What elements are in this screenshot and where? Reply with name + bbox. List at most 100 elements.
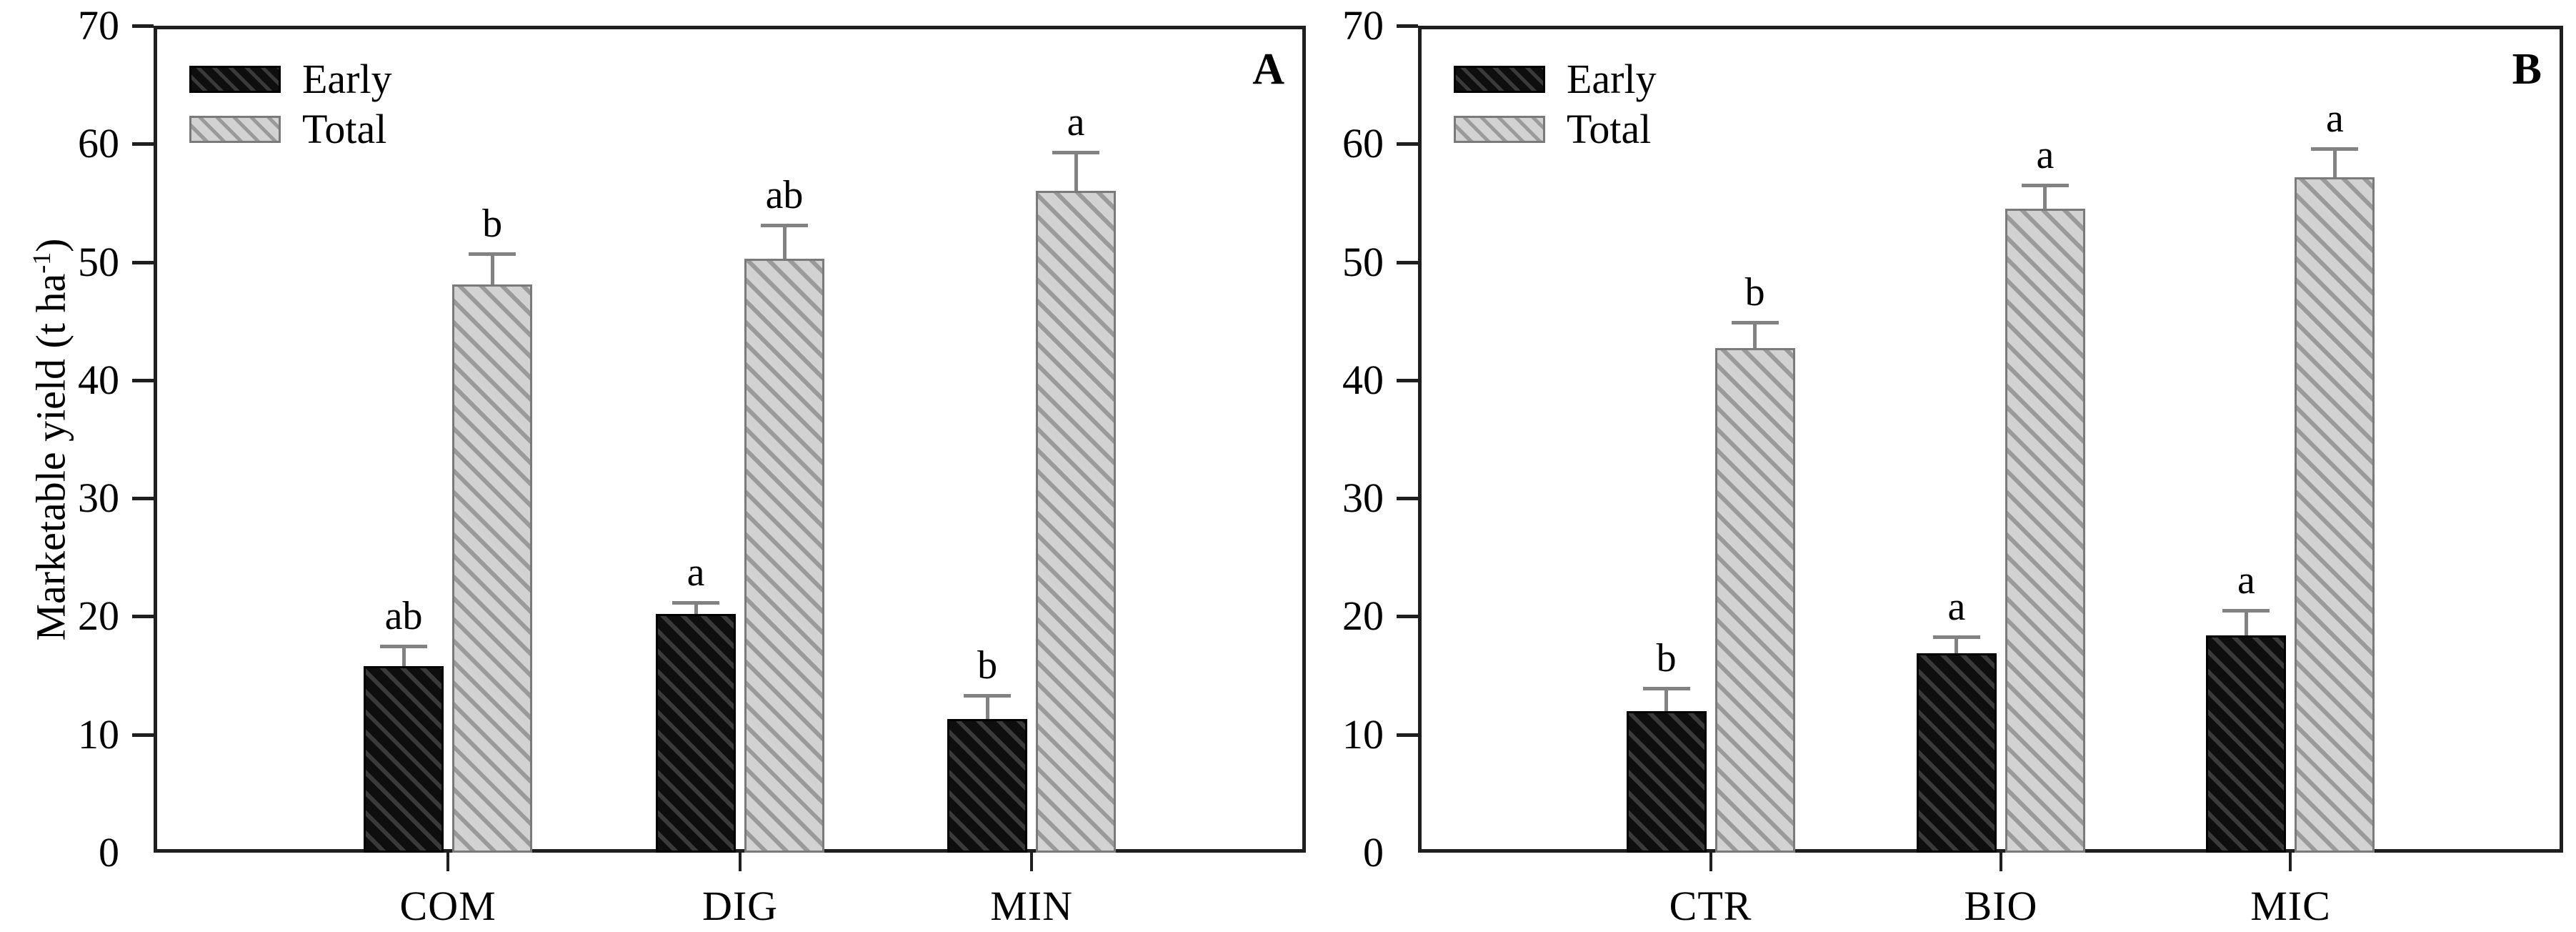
error-bar-cap-early-DIG bbox=[672, 600, 720, 605]
y-tick-20 bbox=[132, 615, 154, 619]
error-bar-stem-total-DIG bbox=[782, 225, 787, 259]
x-tick-BIO bbox=[1999, 853, 2002, 871]
y-tick-label-40: 40 bbox=[78, 356, 119, 403]
error-bar-stem-early-COM bbox=[401, 645, 406, 666]
y-tick-70 bbox=[1397, 24, 1418, 28]
error-bar-cap-early-BIO bbox=[1932, 635, 1980, 639]
y-tick-30 bbox=[1397, 497, 1418, 501]
error-bar-cap-total-CTR bbox=[1731, 320, 1779, 324]
error-bar-stem-early-CTR bbox=[1664, 688, 1669, 711]
sig-letter-early-DIG: a bbox=[687, 550, 705, 595]
error-bar-cap-early-CTR bbox=[1642, 687, 1690, 691]
y-axis-title-superscript: -1 bbox=[27, 252, 56, 274]
legend-swatch-early bbox=[189, 66, 281, 93]
y-tick-label-60: 60 bbox=[78, 120, 119, 167]
sig-letter-total-MIN: a bbox=[1067, 99, 1085, 144]
x-tick-CTR bbox=[1709, 853, 1712, 871]
x-label-BIO: BIO bbox=[1964, 883, 2038, 929]
error-bar-cap-total-MIC bbox=[2311, 147, 2359, 151]
y-tick-10 bbox=[132, 733, 154, 737]
sig-letter-total-CTR: b bbox=[1744, 269, 1765, 314]
bar-early-CTR bbox=[1626, 710, 1707, 853]
legend-label-early: Early bbox=[1567, 56, 1657, 102]
error-bar-stem-total-MIC bbox=[2332, 148, 2337, 177]
y-axis-title: Marketable yield (t ha-1) bbox=[20, 189, 74, 690]
sig-letter-total-COM: b bbox=[482, 202, 503, 246]
legend-swatch-total bbox=[1454, 116, 1545, 143]
legend-label-total: Total bbox=[1567, 106, 1652, 152]
sig-letter-early-CTR: b bbox=[1656, 636, 1677, 681]
sig-letter-total-MIC: a bbox=[2326, 96, 2344, 141]
error-bar-cap-early-MIN bbox=[964, 694, 1012, 698]
y-tick-50 bbox=[1397, 260, 1418, 264]
sig-letter-early-MIC: a bbox=[2237, 558, 2255, 603]
y-tick-label-70: 70 bbox=[1342, 2, 1384, 49]
sig-letter-early-BIO: a bbox=[1947, 584, 1966, 629]
x-label-MIN: MIN bbox=[990, 883, 1073, 929]
error-bar-stem-total-MIN bbox=[1074, 152, 1078, 192]
error-bar-stem-total-COM bbox=[490, 254, 494, 284]
error-bar-stem-early-MIC bbox=[2244, 610, 2248, 635]
panel-letter-A: A bbox=[1252, 45, 1284, 94]
bar-total-BIO bbox=[2005, 209, 2085, 853]
sig-letter-early-COM: ab bbox=[384, 593, 423, 638]
error-bar-cap-early-MIC bbox=[2222, 609, 2270, 613]
legend-swatch-early bbox=[1454, 66, 1545, 93]
error-bar-cap-early-COM bbox=[380, 644, 428, 648]
bar-early-BIO bbox=[1916, 653, 1997, 853]
x-tick-DIG bbox=[739, 853, 742, 871]
bar-total-DIG bbox=[744, 258, 825, 853]
x-tick-MIC bbox=[2289, 853, 2292, 871]
error-bar-cap-total-MIN bbox=[1052, 150, 1100, 154]
error-bar-cap-total-COM bbox=[469, 252, 516, 256]
bar-total-MIN bbox=[1036, 191, 1117, 853]
y-tick-label-20: 20 bbox=[78, 593, 119, 640]
y-tick-label-30: 30 bbox=[78, 475, 119, 522]
x-label-DIG: DIG bbox=[702, 883, 779, 929]
bar-total-COM bbox=[452, 284, 533, 853]
y-tick-20 bbox=[1397, 615, 1418, 619]
y-tick-label-50: 50 bbox=[78, 238, 119, 285]
bar-early-MIN bbox=[947, 719, 1028, 853]
x-tick-MIN bbox=[1030, 853, 1034, 871]
x-label-COM: COM bbox=[399, 883, 496, 929]
error-bar-stem-total-CTR bbox=[1753, 322, 1757, 349]
bar-early-MIC bbox=[2206, 635, 2287, 853]
y-tick-50 bbox=[132, 260, 154, 264]
panel-letter-B: B bbox=[2512, 45, 2542, 94]
y-tick-label-0: 0 bbox=[1363, 829, 1384, 876]
x-tick-COM bbox=[446, 853, 450, 871]
y-tick-40 bbox=[132, 378, 154, 382]
y-axis-title-text: Marketable yield (t ha bbox=[27, 273, 74, 641]
y-tick-10 bbox=[1397, 733, 1418, 737]
y-tick-label-10: 10 bbox=[1342, 710, 1384, 758]
error-bar-stem-early-BIO bbox=[1955, 636, 1959, 653]
x-label-CTR: CTR bbox=[1669, 883, 1752, 929]
y-tick-60 bbox=[1397, 142, 1418, 147]
error-bar-stem-early-MIN bbox=[985, 695, 989, 720]
y-tick-label-40: 40 bbox=[1342, 356, 1384, 403]
sig-letter-total-DIG: ab bbox=[765, 173, 804, 218]
error-bar-cap-total-BIO bbox=[2021, 184, 2069, 188]
y-tick-label-30: 30 bbox=[1342, 475, 1384, 522]
y-tick-label-50: 50 bbox=[1342, 238, 1384, 285]
y-tick-40 bbox=[1397, 378, 1418, 382]
bar-total-MIC bbox=[2295, 177, 2375, 853]
bar-early-COM bbox=[364, 665, 444, 853]
bar-early-DIG bbox=[656, 614, 737, 853]
legend-label-total: Total bbox=[302, 106, 387, 152]
sig-letter-early-MIN: b bbox=[977, 643, 998, 688]
y-tick-60 bbox=[132, 142, 154, 147]
y-tick-label-70: 70 bbox=[78, 2, 119, 49]
y-tick-label-10: 10 bbox=[78, 710, 119, 758]
sig-letter-total-BIO: a bbox=[2036, 133, 2055, 178]
y-tick-label-60: 60 bbox=[1342, 120, 1384, 167]
y-tick-label-20: 20 bbox=[1342, 593, 1384, 640]
y-axis-title-close-paren: ) bbox=[27, 238, 74, 252]
error-bar-cap-total-DIG bbox=[761, 224, 809, 228]
error-bar-stem-early-DIG bbox=[694, 602, 698, 615]
y-tick-70 bbox=[132, 24, 154, 28]
error-bar-stem-total-BIO bbox=[2043, 185, 2047, 209]
legend-swatch-total bbox=[189, 116, 281, 143]
